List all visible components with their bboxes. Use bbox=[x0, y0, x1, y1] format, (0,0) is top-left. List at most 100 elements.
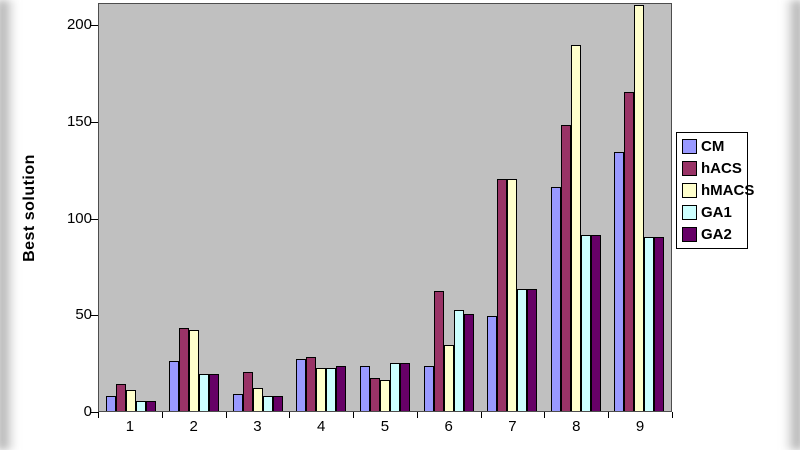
x-tick-mark-7 bbox=[544, 412, 546, 418]
y-tick-mark-50 bbox=[91, 315, 98, 317]
bar-hMACS-4 bbox=[316, 368, 327, 411]
bar-GA1-8 bbox=[580, 235, 591, 411]
bar-group-5 bbox=[359, 4, 410, 411]
legend-swatch-hACS bbox=[682, 161, 697, 176]
bar-GA1-4 bbox=[326, 368, 337, 411]
bar-GA1-2 bbox=[199, 374, 210, 411]
x-tick-mark-5 bbox=[416, 412, 418, 418]
y-axis-title: Best solution bbox=[21, 154, 38, 262]
x-tick-label-9: 9 bbox=[635, 418, 645, 435]
x-tick-label-2: 2 bbox=[189, 418, 198, 435]
bar-group-6 bbox=[423, 4, 474, 411]
bar-hMACS-9 bbox=[634, 5, 645, 411]
bar-group-1 bbox=[105, 4, 156, 411]
bar-group-7 bbox=[487, 4, 538, 411]
bar-GA2-7 bbox=[527, 289, 538, 411]
bar-GA1-3 bbox=[262, 396, 273, 411]
y-tick-label-150: 150 bbox=[66, 112, 92, 130]
y-tick-mark-100 bbox=[91, 218, 98, 220]
x-tick-mark-0 bbox=[98, 412, 99, 418]
bar-group-2 bbox=[169, 4, 220, 411]
x-tick-label-3: 3 bbox=[253, 418, 262, 435]
legend-swatch-CM bbox=[682, 139, 697, 154]
legend-label-hACS: hACS bbox=[701, 160, 742, 177]
x-tick-label-1: 1 bbox=[125, 418, 135, 435]
x-tick-label-7: 7 bbox=[508, 418, 517, 435]
bar-GA1-7 bbox=[517, 289, 528, 411]
bar-GA2-9 bbox=[654, 237, 665, 411]
bar-hMACS-5 bbox=[379, 380, 390, 411]
legend-item-GA1: GA1 bbox=[682, 205, 742, 220]
bar-group-8 bbox=[550, 4, 601, 411]
bar-group-4 bbox=[296, 4, 347, 411]
y-tick-label-200: 200 bbox=[66, 16, 92, 33]
bar-CM-1 bbox=[105, 396, 116, 411]
legend-item-CM: CM bbox=[682, 139, 742, 154]
bar-group-9 bbox=[614, 4, 665, 411]
bar-hACS-6 bbox=[433, 291, 444, 411]
bar-CM-2 bbox=[169, 361, 180, 411]
bar-CM-8 bbox=[550, 187, 561, 411]
legend-label-hMACS: hMACS bbox=[701, 182, 755, 199]
plot-area bbox=[98, 3, 672, 412]
y-tick-label-0: 0 bbox=[83, 403, 92, 420]
bar-GA2-5 bbox=[399, 363, 410, 411]
bar-hMACS-6 bbox=[443, 345, 454, 411]
y-tick-label-50: 50 bbox=[75, 306, 92, 324]
legend-label-CM: CM bbox=[701, 138, 725, 155]
legend: CM hACS hMACS GA1 GA2 bbox=[676, 132, 754, 249]
bar-GA2-6 bbox=[463, 314, 474, 411]
right-edge-vignette bbox=[784, 0, 800, 450]
bar-GA2-3 bbox=[272, 396, 283, 411]
bar-hMACS-1 bbox=[125, 390, 136, 411]
bar-hMACS-2 bbox=[189, 330, 200, 411]
x-tick-mark-6 bbox=[480, 412, 482, 418]
legend-label-GA1: GA1 bbox=[701, 204, 732, 221]
bar-hACS-4 bbox=[306, 357, 317, 411]
bar-GA2-2 bbox=[209, 374, 220, 411]
x-tick-label-6: 6 bbox=[444, 418, 453, 435]
bar-GA1-5 bbox=[389, 363, 400, 411]
y-tick-mark-200 bbox=[91, 25, 98, 26]
x-axis-labels: 1 2 3 4 5 6 7 8 9 bbox=[98, 418, 672, 435]
legend-swatch-GA2 bbox=[682, 227, 697, 242]
bar-hACS-2 bbox=[179, 328, 190, 411]
bar-GA2-8 bbox=[590, 235, 601, 411]
legend-item-hACS: hACS bbox=[682, 161, 742, 176]
x-tick-mark-8 bbox=[608, 412, 610, 418]
bar-GA1-1 bbox=[135, 401, 146, 411]
x-tick-mark-4 bbox=[353, 412, 355, 418]
left-edge-vignette bbox=[0, 0, 16, 450]
bar-hMACS-7 bbox=[507, 179, 518, 411]
bar-hACS-9 bbox=[624, 92, 635, 411]
y-tick-mark-0 bbox=[91, 412, 98, 413]
bar-CM-4 bbox=[296, 359, 307, 411]
bar-GA1-9 bbox=[644, 237, 655, 411]
bar-hMACS-3 bbox=[252, 388, 263, 411]
bar-group-3 bbox=[232, 4, 283, 411]
bar-hACS-5 bbox=[369, 378, 380, 411]
x-tick-label-4: 4 bbox=[317, 418, 326, 435]
bar-GA1-6 bbox=[453, 310, 464, 411]
bar-CM-5 bbox=[359, 366, 370, 411]
bar-CM-6 bbox=[423, 366, 434, 411]
legend-swatch-GA1 bbox=[682, 205, 697, 220]
bar-CM-3 bbox=[232, 394, 243, 411]
x-tick-mark-2 bbox=[225, 412, 227, 418]
x-tick-label-5: 5 bbox=[380, 418, 390, 435]
bar-hACS-8 bbox=[560, 125, 571, 411]
bar-hMACS-8 bbox=[570, 45, 581, 411]
bar-hACS-3 bbox=[242, 372, 253, 411]
legend-item-hMACS: hMACS bbox=[682, 183, 754, 198]
bar-CM-9 bbox=[614, 152, 625, 411]
y-tick-mark-150 bbox=[91, 121, 98, 123]
bar-hACS-7 bbox=[497, 179, 508, 411]
legend-label-GA2: GA2 bbox=[701, 226, 732, 243]
bar-CM-7 bbox=[487, 316, 498, 411]
y-tick-label-100: 100 bbox=[66, 209, 92, 227]
x-tick-label-8: 8 bbox=[572, 418, 581, 435]
bar-GA2-4 bbox=[336, 366, 347, 411]
bar-hACS-1 bbox=[115, 384, 126, 411]
legend-item-GA2: GA2 bbox=[682, 227, 742, 242]
